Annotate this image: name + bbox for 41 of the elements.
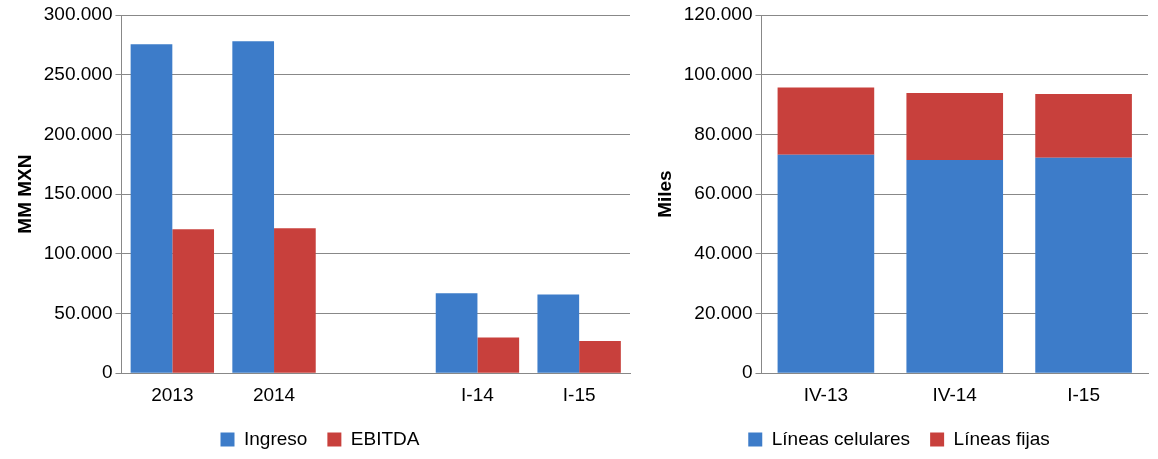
bar <box>579 340 621 373</box>
y-tick-label: 40.000 <box>694 242 753 264</box>
x-tick-label: 2013 <box>151 383 194 405</box>
bar <box>1035 94 1132 158</box>
bar <box>130 44 173 373</box>
y-tick-label: 200.000 <box>43 122 113 144</box>
y-axis-title: MM MXN <box>13 154 35 234</box>
y-tick-label: 80.000 <box>694 122 753 144</box>
legend-label: Ingreso <box>244 427 308 449</box>
bar <box>232 41 275 373</box>
bar <box>1035 157 1132 373</box>
y-tick-label: 250.000 <box>43 62 113 84</box>
y-tick-label: 50.000 <box>54 301 113 323</box>
y-tick-label: 100.000 <box>683 62 753 84</box>
y-tick-label: 100.000 <box>43 242 113 264</box>
y-tick-label: 0 <box>741 361 753 383</box>
legend-label: Líneas celulares <box>771 427 911 449</box>
y-tick-label: 0 <box>101 361 113 383</box>
x-tick-label: I-14 <box>461 383 495 405</box>
bar <box>906 92 1004 161</box>
bar <box>435 293 478 373</box>
legend-label: EBITDA <box>350 427 420 449</box>
legend-label: Líneas fijas <box>953 427 1050 449</box>
y-tick-label: 150.000 <box>43 182 113 204</box>
y-tick-label: 20.000 <box>694 301 753 323</box>
bar <box>274 228 316 373</box>
bar <box>906 160 1004 373</box>
x-tick-label: I-15 <box>562 383 596 405</box>
bar <box>777 154 875 373</box>
bar <box>537 294 580 373</box>
y-tick-label: 120.000 <box>683 3 753 25</box>
y-tick-label: 300.000 <box>43 3 113 25</box>
bar <box>172 229 215 373</box>
bar <box>777 87 875 155</box>
x-tick-label: IV-14 <box>932 383 978 405</box>
y-tick-label: 60.000 <box>694 182 753 204</box>
y-axis-title: Miles <box>653 170 675 218</box>
x-tick-label: 2014 <box>252 383 296 405</box>
x-tick-label: I-15 <box>1067 383 1100 405</box>
bar <box>477 337 520 373</box>
x-tick-label: IV-13 <box>803 383 849 405</box>
